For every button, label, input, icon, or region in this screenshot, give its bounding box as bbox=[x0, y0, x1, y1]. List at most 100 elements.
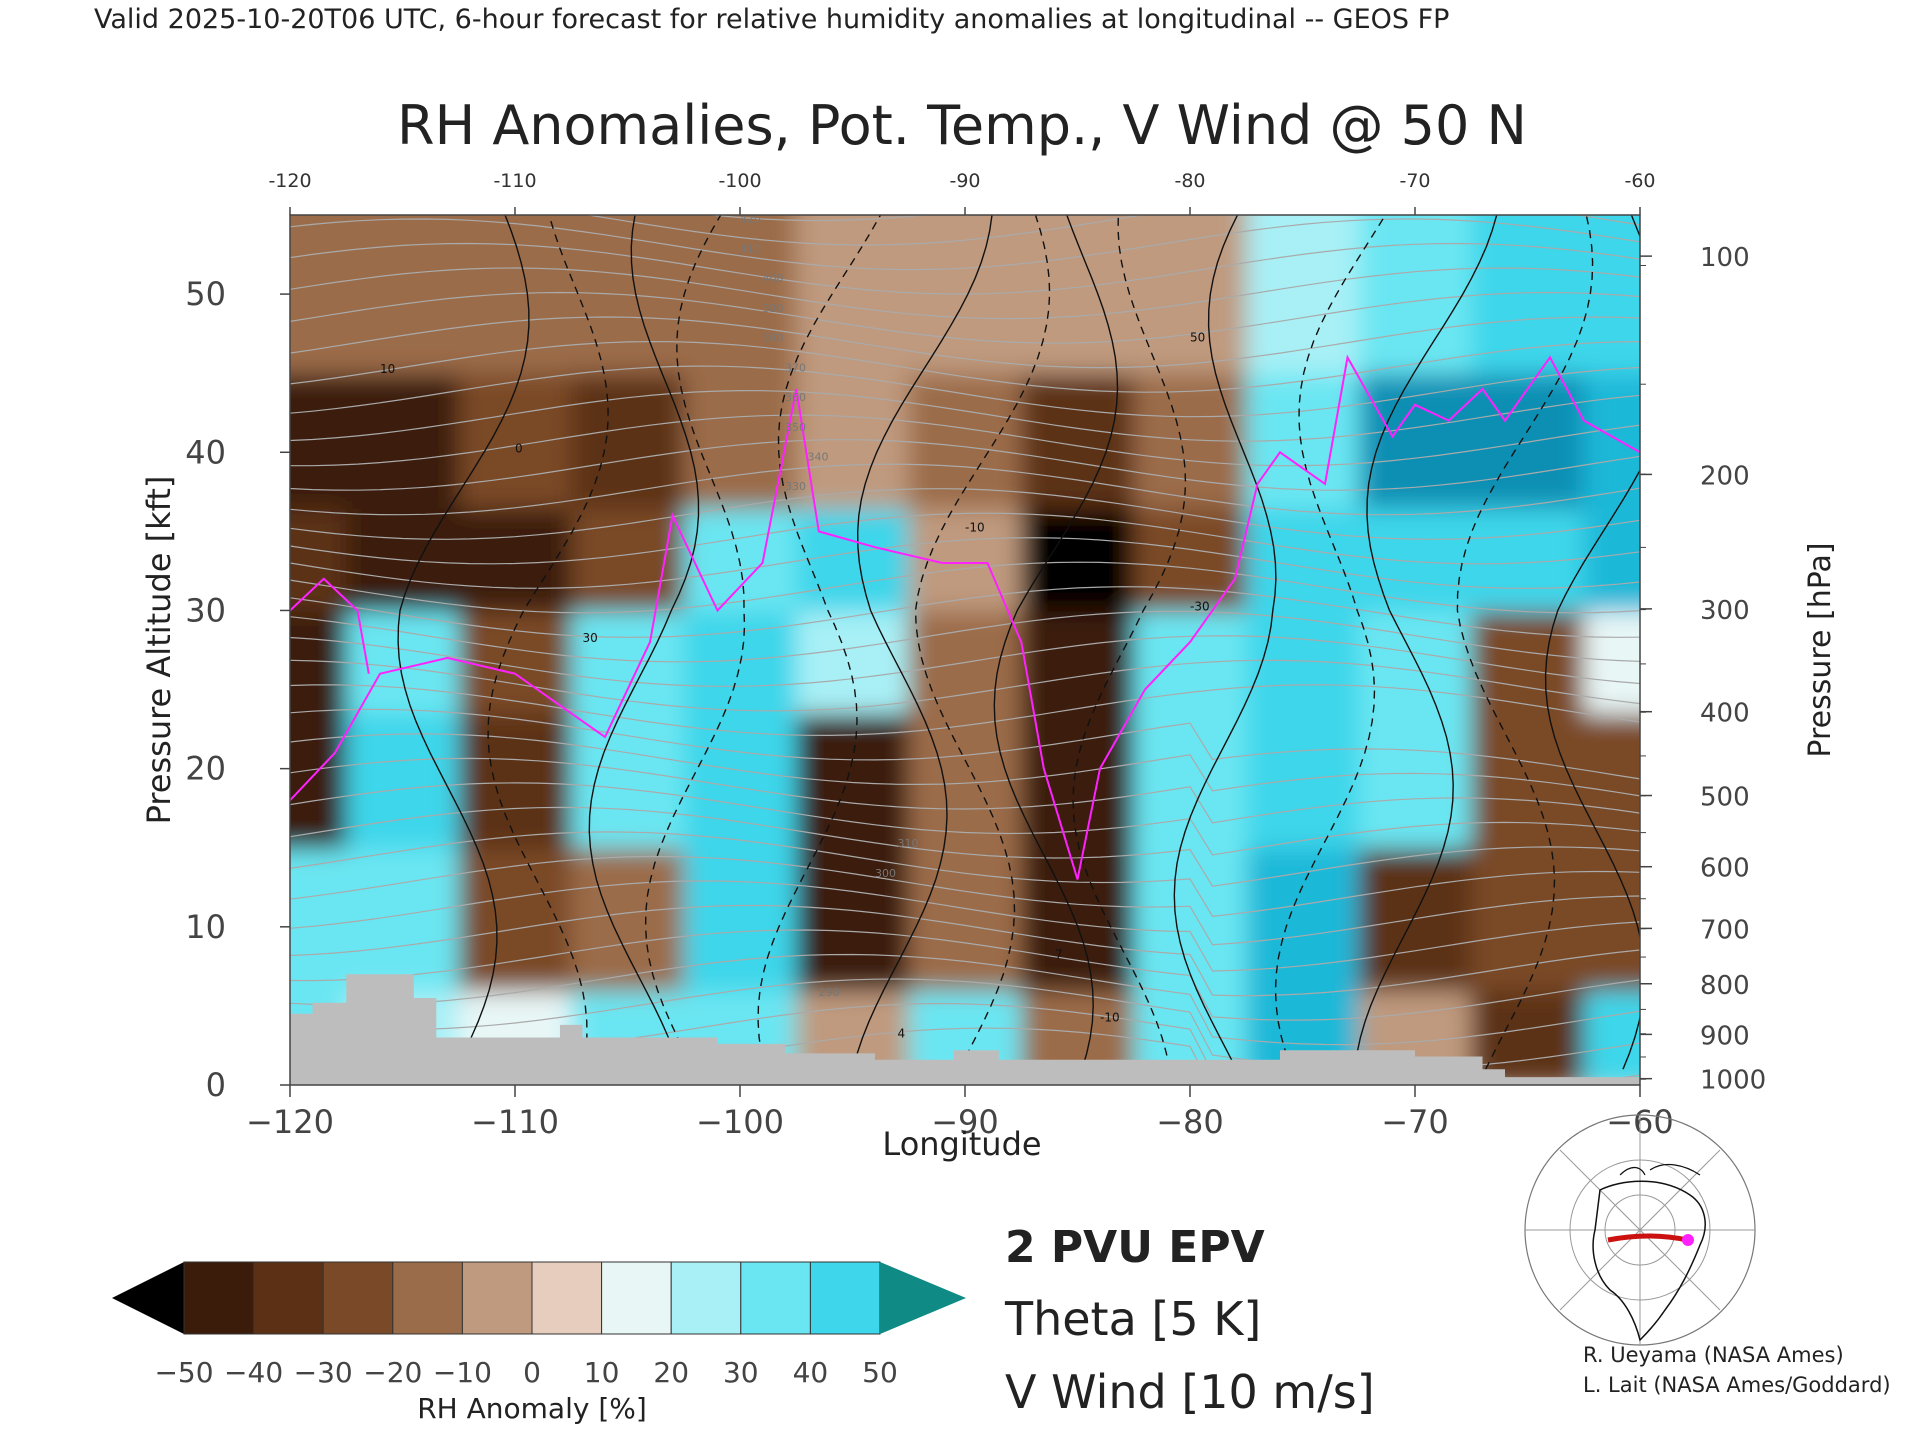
vwind-contour bbox=[993, 215, 1119, 1070]
theta-contour bbox=[290, 659, 1640, 712]
vwind-contour bbox=[1456, 215, 1594, 1070]
heatmap-cell bbox=[1021, 507, 1135, 612]
x-tick-label: −80 bbox=[1156, 1103, 1224, 1141]
plot-area: 2903003103303403503603703803904004104201… bbox=[289, 214, 1641, 1086]
vwind-contours bbox=[397, 215, 1640, 1070]
x-top-tick-label: -110 bbox=[493, 170, 536, 192]
colorbar: −50 −40 −30 −20 −10 0 10 20 30 40 50 bbox=[112, 1261, 966, 1389]
vwind-contour bbox=[914, 215, 1051, 1070]
pressure-tick-label: 100 bbox=[1700, 243, 1750, 273]
theta-contour bbox=[290, 291, 1640, 344]
theta-contour-label: 400 bbox=[763, 272, 784, 285]
heatmap-cell bbox=[1021, 215, 1135, 375]
theta-contour bbox=[290, 782, 1640, 856]
chart-title: RH Anomalies, Pot. Temp., V Wind @ 50 N bbox=[397, 94, 1527, 157]
heatmap-cell bbox=[1358, 713, 1473, 849]
heatmap-cell bbox=[908, 215, 1023, 375]
theta-contour bbox=[584, 215, 1640, 246]
y-tick-label: 40 bbox=[185, 433, 226, 471]
vwind-contour-label: -10 bbox=[1100, 1011, 1120, 1025]
contour-labels: 2903003103303403503603703803904004104201… bbox=[380, 215, 1210, 1041]
theta-contour bbox=[290, 537, 1640, 589]
vwind-contour-label: 4 bbox=[898, 1027, 906, 1041]
vwind-contour bbox=[1072, 215, 1187, 1070]
theta-contour-label: 370 bbox=[785, 361, 806, 374]
theta-contour-label: 410 bbox=[740, 242, 761, 255]
credit-line-2: L. Lait (NASA Ames/Goddard) bbox=[1583, 1373, 1891, 1397]
x-top-tick-label: -70 bbox=[1399, 170, 1430, 192]
theta-contour bbox=[290, 561, 1640, 614]
heatmap-cell bbox=[796, 847, 910, 992]
heatmap-cell bbox=[1133, 215, 1248, 375]
heatmap-cell bbox=[346, 610, 460, 715]
colorbar-tick-label: −50 bbox=[154, 1356, 213, 1389]
pressure-tick-label: 600 bbox=[1700, 854, 1750, 884]
heatmap-cell bbox=[458, 373, 573, 509]
theta-contour bbox=[290, 586, 1640, 638]
legend-vwind: V Wind [10 m/s] bbox=[1005, 1365, 1375, 1419]
heatmap-cell bbox=[1358, 373, 1473, 509]
heatmap-cell bbox=[1471, 847, 1585, 992]
vwind-contour bbox=[644, 215, 746, 1070]
heatmap-cell bbox=[683, 507, 798, 612]
vwind-contour bbox=[1544, 215, 1640, 1070]
y-axis-right: 100 200 300 400 500 600 700 800 900 1000 bbox=[1640, 243, 1766, 1096]
theta-contour bbox=[290, 389, 1640, 442]
colorbar-segment bbox=[253, 1261, 324, 1335]
heatmap-cell bbox=[683, 713, 798, 849]
vwind-contour bbox=[1354, 215, 1498, 1070]
heatmap-cell bbox=[290, 215, 348, 375]
x-axis-top: -120 -110 -100 -90 -80 -70 -60 bbox=[268, 170, 1656, 215]
y-tick-label: 20 bbox=[185, 750, 226, 788]
pressure-tick-label: 700 bbox=[1700, 915, 1750, 945]
theta-contour bbox=[290, 512, 1640, 565]
pressure-tick-label: 200 bbox=[1700, 461, 1750, 491]
theta-contour-label: 380 bbox=[763, 332, 784, 345]
theta-contour bbox=[290, 463, 1640, 516]
theta-contour-label: 310 bbox=[898, 837, 919, 850]
heatmap-cell bbox=[1246, 847, 1360, 992]
heatmap-cell bbox=[1133, 713, 1248, 849]
heatmap-cell bbox=[458, 507, 573, 612]
theta-contour bbox=[290, 242, 1640, 295]
theta-contour-label: 300 bbox=[875, 867, 896, 880]
heatmap-cell bbox=[796, 610, 910, 715]
vwind-contour-label: -30 bbox=[1190, 599, 1210, 613]
theta-contour bbox=[290, 831, 1640, 917]
heatmap-cell bbox=[908, 373, 1023, 509]
heatmap-cell bbox=[1471, 990, 1585, 1085]
theta-contour bbox=[290, 635, 1640, 687]
colorbar-segment bbox=[601, 1261, 672, 1335]
vwind-contour-label: 30 bbox=[583, 631, 598, 645]
theta-contour bbox=[290, 953, 1640, 1046]
heatmap-cell bbox=[1358, 507, 1473, 612]
epv-contour bbox=[290, 577, 370, 674]
pressure-tick-label: 400 bbox=[1700, 699, 1750, 729]
heatmap-cell bbox=[458, 215, 573, 375]
legend-theta: Theta [5 K] bbox=[1004, 1292, 1261, 1346]
theta-contour bbox=[290, 316, 1640, 369]
theta-contour bbox=[290, 365, 1640, 418]
colorbar-segment bbox=[809, 1261, 881, 1335]
vwind-contour-label: 10 bbox=[380, 362, 395, 376]
theta-contour bbox=[290, 610, 1640, 663]
heatmap-cell bbox=[1583, 713, 1640, 849]
theta-contour bbox=[290, 806, 1640, 887]
colorbar-tick-label: 30 bbox=[723, 1356, 759, 1389]
heatmap-cell bbox=[1583, 215, 1640, 375]
heatmap-cell bbox=[1583, 990, 1640, 1085]
heatmap-cell bbox=[1246, 713, 1360, 849]
heatmap-cell bbox=[1583, 373, 1640, 509]
heatmap-cell bbox=[290, 713, 348, 849]
y-tick-label: 0 bbox=[206, 1066, 226, 1104]
theta-contour bbox=[290, 267, 1640, 320]
heatmap-cell bbox=[346, 215, 460, 375]
vwind-contour-label: 50 bbox=[1190, 331, 1205, 345]
x-top-tick-label: -60 bbox=[1624, 170, 1655, 192]
vwind-contour bbox=[588, 215, 700, 1070]
colorbar-label: RH Anomaly [%] bbox=[417, 1392, 647, 1425]
epv-contour bbox=[290, 354, 1640, 880]
vwind-contour bbox=[1274, 215, 1386, 1070]
colorbar-segment bbox=[322, 1261, 394, 1335]
